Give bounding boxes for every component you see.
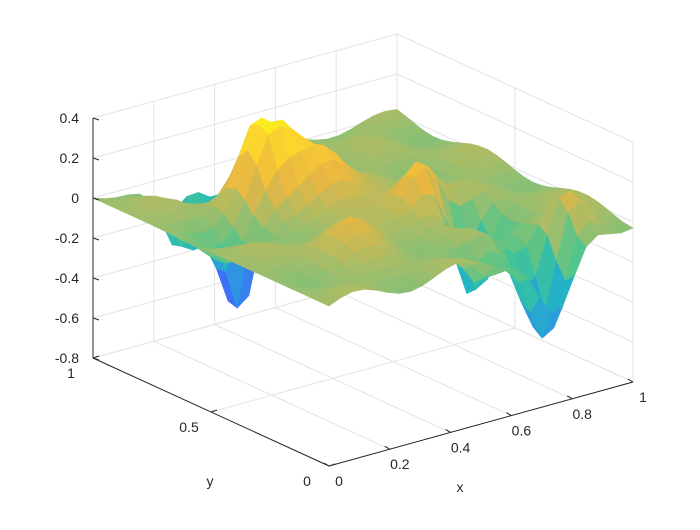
y-tick-label: 0.5	[179, 419, 199, 435]
y-tick	[328, 463, 336, 467]
z-tick	[92, 197, 100, 201]
z-tick	[92, 277, 100, 281]
z-tick-label: -0.4	[55, 270, 79, 286]
axes	[92, 117, 634, 467]
x-tick-label: 1	[639, 389, 647, 405]
z-tick-label: -0.2	[55, 230, 79, 246]
x-tick-label: 0	[335, 473, 343, 489]
x-tick	[384, 445, 391, 450]
axis-labels: x y 00.20.40.60.8100.51-0.8-0.6-0.4-0.20…	[55, 110, 647, 495]
y-tick	[92, 355, 100, 359]
x-tick-label: 0.2	[390, 456, 410, 472]
x-tick-label: 0.8	[572, 406, 592, 422]
x-axis-line	[328, 381, 634, 467]
z-tick	[92, 237, 100, 241]
x-tick	[566, 395, 573, 400]
floor-grid-y	[210, 327, 516, 413]
surface-patch	[319, 293, 342, 307]
y-axis-label: y	[207, 473, 214, 489]
x-tick	[323, 462, 330, 467]
wall-grid-z	[396, 33, 634, 143]
wall-grid-z	[396, 273, 634, 383]
wall-grid-z	[92, 73, 398, 159]
surface-mesh	[92, 109, 634, 339]
y-tick	[210, 409, 218, 413]
z-tick-label: 0	[71, 190, 79, 206]
y-tick-label: 1	[67, 365, 75, 381]
x-tick-label: 0.6	[512, 423, 532, 439]
z-tick	[92, 157, 100, 161]
x-tick-label: 0.4	[451, 439, 471, 455]
wall-grid-z	[92, 33, 398, 119]
y-tick-label: 0	[303, 473, 311, 489]
wall-grid-z	[396, 73, 634, 183]
z-tick	[92, 117, 100, 121]
z-tick-label: -0.8	[55, 350, 79, 366]
x-axis-label: x	[457, 479, 464, 495]
z-tick-label: -0.6	[55, 310, 79, 326]
z-tick-label: 0.2	[60, 150, 80, 166]
z-tick	[92, 357, 100, 361]
z-tick	[92, 317, 100, 321]
x-tick	[627, 378, 634, 383]
x-tick	[445, 428, 451, 433]
z-tick-label: 0.4	[60, 110, 80, 126]
x-tick	[506, 412, 512, 417]
